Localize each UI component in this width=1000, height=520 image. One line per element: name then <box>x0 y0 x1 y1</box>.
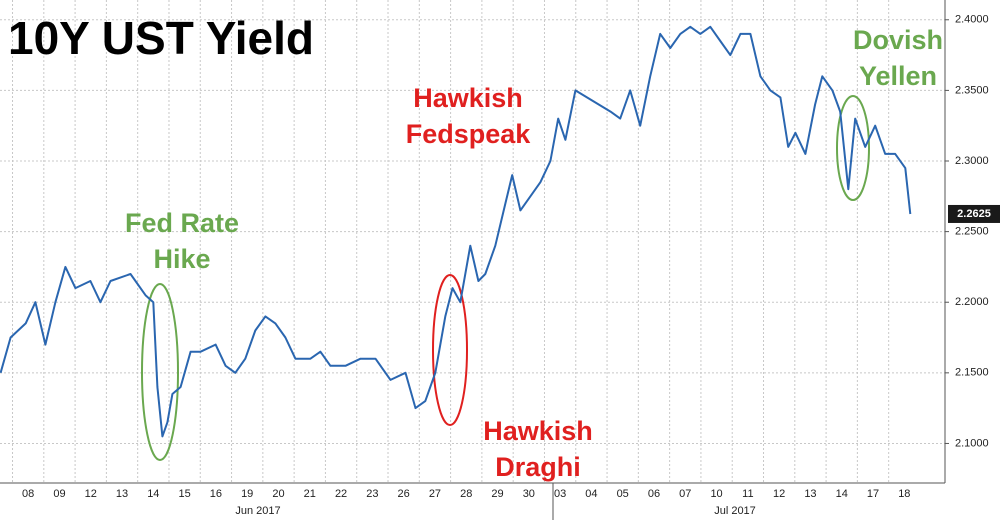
x-tick-label: 12 <box>773 488 785 500</box>
y-tick-label: 2.1000 <box>955 437 989 449</box>
x-tick-label: 28 <box>460 488 472 500</box>
annotation: Hawkish <box>483 416 593 446</box>
x-tick-label: 14 <box>836 488 848 500</box>
x-tick-label: 17 <box>867 488 879 500</box>
x-tick-label: 26 <box>398 488 410 500</box>
highlight-ellipse <box>836 95 870 201</box>
grid <box>0 0 945 483</box>
x-tick-label: 08 <box>22 488 34 500</box>
x-tick-label: 03 <box>554 488 566 500</box>
month-label: Jun 2017 <box>235 505 280 517</box>
x-tick-label: 07 <box>679 488 691 500</box>
x-tick-label: 27 <box>429 488 441 500</box>
annotation: Yellen <box>859 61 937 91</box>
y-tick-label: 2.2000 <box>955 296 989 308</box>
highlight-ellipse <box>432 274 468 426</box>
y-tick-label: 2.4000 <box>955 14 989 26</box>
x-tick-label: 18 <box>898 488 910 500</box>
annotation: Hike <box>153 244 210 274</box>
x-tick-label: 06 <box>648 488 660 500</box>
last-value-label: 2.2625 <box>957 208 991 220</box>
highlight-ellipse <box>141 283 179 461</box>
x-tick-label: 09 <box>53 488 65 500</box>
annotation: Dovish <box>853 25 943 55</box>
y-tick-label: 2.3000 <box>955 155 989 167</box>
annotation: Fed Rate <box>125 208 239 238</box>
y-tick-label: 2.1500 <box>955 367 989 379</box>
y-tick-label: 2.2500 <box>955 226 989 238</box>
x-tick-label: 21 <box>304 488 316 500</box>
x-tick-label: 29 <box>491 488 503 500</box>
annotation: Hawkish <box>413 83 523 113</box>
x-tick-label: 05 <box>617 488 629 500</box>
annotation: Fedspeak <box>406 119 532 149</box>
x-tick-label: 13 <box>804 488 816 500</box>
x-tick-label: 16 <box>210 488 222 500</box>
x-tick-label: 22 <box>335 488 347 500</box>
yield-line <box>0 25 912 438</box>
x-tick-label: 04 <box>585 488 597 500</box>
y-tick-label: 2.3500 <box>955 84 989 96</box>
x-tick-label: 13 <box>116 488 128 500</box>
x-tick-label: 20 <box>272 488 284 500</box>
x-tick-label: 10 <box>710 488 722 500</box>
x-tick-label: 30 <box>523 488 535 500</box>
last-value-box <box>948 204 1000 223</box>
x-tick-label: 19 <box>241 488 253 500</box>
x-tick-label: 14 <box>147 488 159 500</box>
x-tick-label: 12 <box>85 488 97 500</box>
annotation: Draghi <box>495 452 581 482</box>
chart-title: 10Y UST Yield <box>8 12 314 64</box>
month-label: Jul 2017 <box>714 505 756 517</box>
x-tick-label: 11 <box>742 488 753 500</box>
x-tick-label: 15 <box>178 488 190 500</box>
x-tick-label: 23 <box>366 488 378 500</box>
